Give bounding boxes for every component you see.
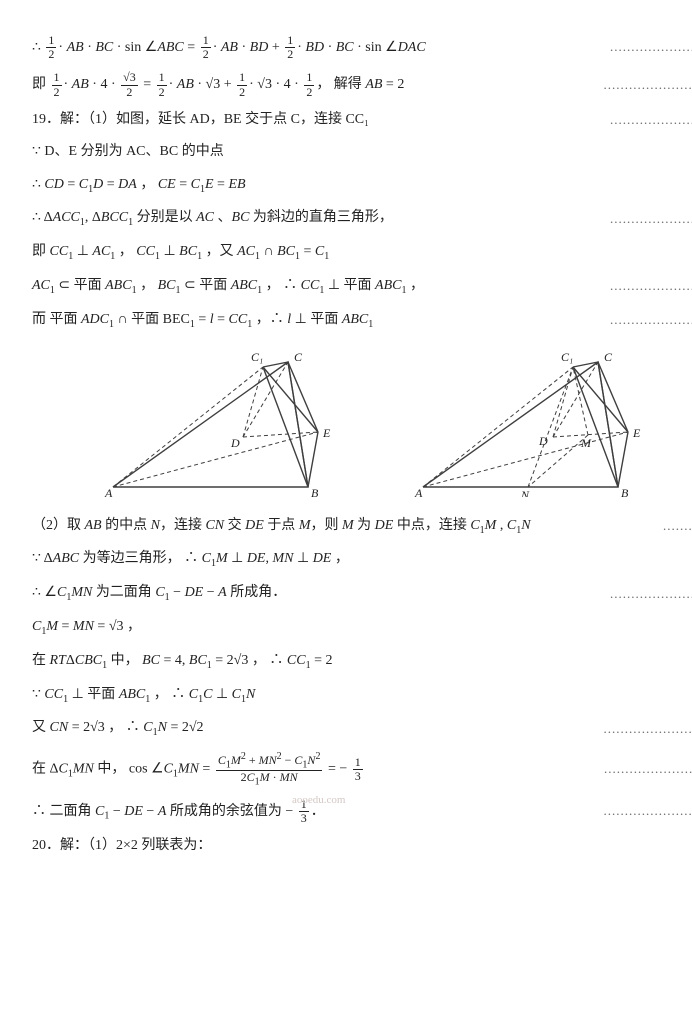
svg-text:B: B	[621, 486, 629, 497]
text-line: 20．解：（1）2×2 列联表为：	[32, 835, 692, 857]
expression: （2）取 AB 的中点 N，连接 CN 交 DE 于点 M，则 M 为 DE 中…	[32, 515, 592, 539]
score-mark: 12 分	[591, 75, 692, 96]
svg-text:M: M	[580, 436, 592, 450]
score-mark: 10 分	[591, 719, 692, 740]
step-row: ∴ ∠C1MN 为二面角 C1 − DE − A 所成角． 8 分	[32, 582, 692, 606]
svg-text:C: C	[294, 350, 303, 364]
svg-text:N: N	[520, 488, 530, 497]
score-mark: 6 分	[592, 310, 692, 331]
svg-text:A: A	[414, 486, 423, 497]
svg-text:C₁: C₁	[561, 350, 573, 364]
text-line: ∵ CC1 ⊥ 平面 ABC1 ， ∴ C1C ⊥ C1N	[32, 684, 692, 708]
svg-text:C₁: C₁	[251, 350, 263, 364]
score-mark: .........7 分	[592, 516, 692, 537]
triangle-diagram-left: A B C C₁ D E	[103, 347, 343, 497]
text-line: 在 RTΔCBC1 中， BC = 4, BC1 = 2√3 ， ∴ CC1 =…	[32, 650, 692, 674]
text-line: ∵ D、E 分别为 AC、BC 的中点	[32, 141, 692, 163]
score-mark: 12 分	[591, 801, 692, 822]
svg-text:D: D	[230, 436, 240, 450]
score-mark: 11 分	[592, 759, 692, 780]
step-row: AC1 ⊂ 平面 ABC1 ， BC1 ⊂ 平面 ABC1 ， ∴ CC1 ⊥ …	[32, 275, 692, 299]
text-line: ∵ ΔABC 为等边三角形， ∴ C1M ⊥ DE, MN ⊥ DE ，	[32, 548, 692, 572]
watermark-text: aooedu.com	[292, 792, 345, 810]
geometry-diagrams: A B C C₁ D E A B	[32, 347, 692, 497]
step-row: 19．解：（1）如图，延长 AD，BE 交于点 C，连接 CC₁ 1 分	[32, 109, 692, 131]
svg-text:B: B	[311, 486, 319, 497]
step-row: ∴ ΔACC1, ΔBCC1 分别是以 AC 、BC 为斜边的直角三角形， 3 …	[32, 207, 692, 231]
text-line: C1M = MN = √3 ，	[32, 616, 692, 640]
triangle-diagram-right: A B C C₁ D E N M	[413, 347, 653, 497]
score-mark: 1 分	[592, 110, 692, 131]
svg-text:E: E	[632, 426, 641, 440]
step-row: ∴ 二面角 C1 − DE − A 所成角的余弦值为 − 13． 12 分	[32, 798, 692, 825]
svg-text:D: D	[538, 434, 548, 448]
text-line: 即 CC1 ⊥ AC1 ， CC1 ⊥ BC1 ，又 AC1 ∩ BC1 = C…	[32, 241, 692, 265]
expression: 而 平面 ADC1 ∩ 平面 BEC1 = l = CC1 ，∴ l ⊥ 平面 …	[32, 309, 592, 333]
step-row: ∴ 12· AB · BC · sin ∠ABC = 12· AB · BD +…	[32, 34, 692, 61]
text-line: ∴ CD = C1D = DA ， CE = C1E = EB	[32, 174, 692, 198]
score-mark: 9 分	[592, 37, 692, 58]
score-mark: 5 分	[592, 276, 692, 297]
expression: ∴ ∠C1MN 为二面角 C1 − DE − A 所成角．	[32, 582, 592, 606]
expression: ∴ ΔACC1, ΔBCC1 分别是以 AC 、BC 为斜边的直角三角形，	[32, 207, 592, 231]
expression: 又 CN = 2√3 ， ∴ C1N = 2√2	[32, 717, 591, 741]
score-mark: 8 分	[592, 584, 692, 605]
step-row: 又 CN = 2√3 ， ∴ C1N = 2√2 10 分	[32, 717, 692, 741]
svg-text:E: E	[322, 426, 331, 440]
svg-text:A: A	[104, 486, 113, 497]
expression: ∴ 12· AB · BC · sin ∠ABC = 12· AB · BD +…	[32, 34, 592, 61]
expression: 即 12· AB · 4 · √32 = 12· AB · √3 + 12· √…	[32, 71, 591, 98]
step-row: 在 ΔC1MN 中， cos ∠C1MN = C1M2 + MN2 − C1N2…	[32, 751, 692, 788]
step-row: 而 平面 ADC1 ∩ 平面 BEC1 = l = CC1 ，∴ l ⊥ 平面 …	[32, 309, 692, 333]
expression: 在 ΔC1MN 中， cos ∠C1MN = C1M2 + MN2 − C1N2…	[32, 751, 592, 788]
step-row: （2）取 AB 的中点 N，连接 CN 交 DE 于点 M，则 M 为 DE 中…	[32, 515, 692, 539]
score-mark: 3 分	[592, 209, 692, 230]
step-row: 即 12· AB · 4 · √32 = 12· AB · √3 + 12· √…	[32, 71, 692, 98]
svg-text:C: C	[604, 350, 613, 364]
expression: 19．解：（1）如图，延长 AD，BE 交于点 C，连接 CC₁	[32, 109, 592, 131]
expression: AC1 ⊂ 平面 ABC1 ， BC1 ⊂ 平面 ABC1 ， ∴ CC1 ⊥ …	[32, 275, 592, 299]
